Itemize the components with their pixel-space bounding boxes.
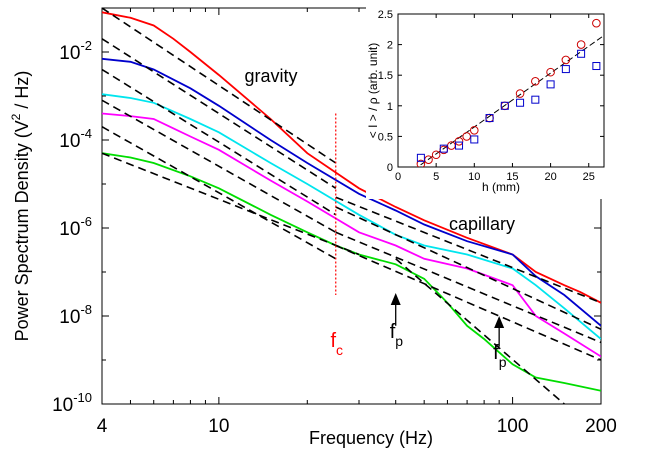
inset-square-point — [500, 101, 509, 110]
fp-arrow-head — [494, 316, 505, 329]
inset-x-tick-label: 0 — [395, 171, 401, 183]
inset-square-point — [470, 135, 479, 144]
inset-circle-point — [592, 18, 601, 28]
fc-label: fc — [330, 330, 343, 358]
inset-circle-point — [431, 150, 441, 160]
x-tick-label: 200 — [585, 416, 617, 437]
inset-square-point — [485, 114, 494, 123]
y-tick-label: 10-2 — [59, 38, 92, 64]
spectrum-series-0 — [102, 11, 601, 304]
inset-y-tick-label: 0 — [387, 162, 393, 174]
fit-line-3 — [335, 206, 601, 330]
inset-axes-box — [397, 13, 605, 168]
capillary-label: capillary — [449, 214, 515, 234]
inset-circle-point — [576, 40, 586, 49]
inset-circle-point — [469, 125, 479, 135]
fit-line-10 — [395, 258, 565, 404]
y-axis-label: Power Spectrum Density (V2 / Hz) — [9, 71, 32, 342]
y-tick-label: 10-10 — [52, 390, 92, 416]
y-axis-label-part: 2 — [9, 113, 23, 120]
inset-circle-point — [454, 136, 464, 146]
fp-arrow-head — [390, 293, 401, 306]
fp-label: fp — [493, 342, 507, 370]
inset-square-point — [516, 98, 525, 107]
main-axes-box — [101, 7, 602, 405]
inset-circle-point — [515, 89, 525, 98]
inset-circle-point — [546, 67, 555, 77]
inset-x-tick-label: 10 — [468, 171, 480, 183]
y-tick-exp: -8 — [80, 302, 92, 317]
y-tick-label: 10-6 — [59, 214, 92, 240]
inset-circle-point — [531, 77, 540, 86]
fit-line-8 — [102, 126, 337, 260]
fit-line-7 — [335, 244, 601, 361]
y-tick-exp: -10 — [73, 390, 92, 405]
inset-y-axis-label: < I > / ρ (arb. unit) — [366, 43, 380, 139]
y-tick-base: 10 — [52, 395, 73, 416]
inset-square-point — [577, 49, 586, 58]
inset-x-tick-label: 25 — [583, 171, 595, 183]
y-tick-base: 10 — [59, 219, 80, 240]
y-tick-base: 10 — [59, 131, 80, 152]
inset-circle-point — [561, 55, 571, 65]
fit-line-9 — [102, 152, 360, 256]
inset-circle-point — [416, 159, 426, 167]
y-tick-exp: -6 — [80, 214, 92, 229]
inset-y-tick-label: 1.5 — [378, 70, 393, 82]
inset-square-point — [592, 62, 601, 71]
fc-label-sub: c — [336, 342, 343, 358]
x-tick-label: 4 — [97, 416, 108, 437]
x-axis-label: Frequency (Hz) — [309, 428, 433, 448]
inset-background — [366, 4, 606, 199]
fit-line-2 — [102, 38, 337, 189]
y-tick-label: 10-4 — [59, 126, 92, 152]
inset-square-point — [531, 95, 540, 104]
inset-square-point — [455, 141, 464, 150]
spectrum-series-2 — [102, 93, 601, 340]
y-tick-base: 10 — [59, 307, 80, 328]
inset-square-point — [416, 153, 425, 162]
y-axis-label-part: Power Spectrum Density (V — [12, 120, 32, 341]
fp-label-main: f — [390, 321, 396, 343]
inset-content — [416, 18, 604, 167]
spectra-group — [102, 8, 601, 404]
main-plot: 4 10 100 20010-1010-810-610-410-2Frequency … — [9, 7, 617, 448]
fit-line-1 — [335, 196, 601, 304]
x-tick-label: 100 — [497, 416, 529, 437]
inset-y-tick-label: 2 — [387, 40, 393, 52]
spectrum-series-4 — [102, 152, 601, 392]
fc-label-main: f — [330, 330, 336, 352]
y-tick-exp: -4 — [80, 126, 92, 141]
inset-square-point — [561, 65, 570, 74]
inset-plot: 0 5 10 15 20 25 0 0.5 1 1.5 2 2.5 h (mm) < I > / ρ (a… — [366, 4, 606, 199]
y-axis-label-part: / Hz) — [12, 71, 32, 114]
spectrum-series-1 — [102, 57, 601, 327]
inset-x-tick-label: 5 — [433, 171, 439, 183]
x-tick-label: 10 — [208, 416, 229, 437]
y-tick-base: 10 — [59, 43, 80, 64]
inset-square-point — [546, 80, 555, 89]
inset-x-axis-label: h (mm) — [482, 180, 520, 194]
inset-square-point — [439, 144, 448, 153]
fit-line-4 — [102, 68, 337, 216]
y-tick-exp: -2 — [80, 38, 92, 53]
inset-y-tick-label: 2.5 — [378, 9, 393, 21]
fp-label-main: f — [493, 342, 499, 364]
inset-x-tick-label: 15 — [506, 171, 518, 183]
y-tick-label: 10-8 — [59, 302, 92, 328]
spectrum-series-3 — [102, 112, 601, 358]
fit-line-6 — [102, 99, 337, 233]
fp-label-sub: p — [395, 333, 403, 349]
fit-line-5 — [335, 231, 601, 344]
gravity-label: gravity — [244, 66, 297, 86]
inset-y-tick-label: 0.5 — [378, 131, 393, 143]
inset-x-tick-label: 20 — [544, 171, 556, 183]
inset-fit-line — [416, 35, 604, 167]
fp-label: fp — [390, 321, 404, 349]
inset-y-tick-label: 1 — [387, 101, 393, 113]
fp-label-sub: p — [499, 354, 507, 370]
fit-line-0 — [102, 8, 337, 164]
